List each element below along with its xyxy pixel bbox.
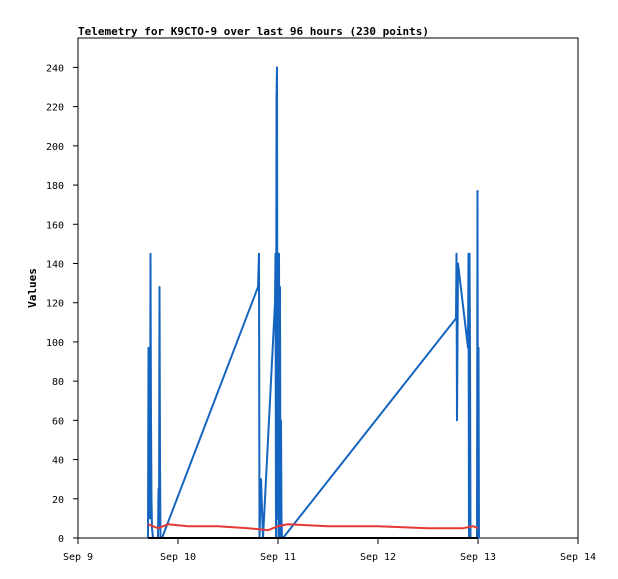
x-tick-label: Sep 14 [560,552,596,563]
series-layer [147,66,480,539]
y-tick-label: 180 [46,181,64,192]
y-tick-label: 200 [46,142,64,153]
y-tick-label: 140 [46,259,64,270]
x-tick-label: Sep 9 [63,552,93,563]
y-tick-label: 100 [46,338,64,349]
y-tick-label: 0 [58,534,64,545]
x-axis: Sep 9 Sep 10 Sep 11 Sep 12 Sep 13 Sep 14 [63,538,596,563]
y-tick-label: 40 [52,456,64,467]
x-tick-label: Sep 10 [160,552,196,563]
y-tick-label: 240 [46,63,64,74]
y-tick-label: 20 [52,495,64,506]
chart-title: Telemetry for K9CTO-9 over last 96 hours… [78,25,429,38]
x-tick-label: Sep 11 [260,552,296,563]
y-tick-label: 80 [52,377,64,388]
x-tick-label: Sep 12 [360,552,396,563]
series-line-2 [147,523,479,532]
y-tick-label: 220 [46,103,64,114]
y-tick-label: 60 [52,416,64,427]
y-axis: 0 20 40 60 80 100 120 140 160 180 200 220 240 [46,63,78,545]
x-tick-label: Sep 13 [460,552,496,563]
y-tick-label: 120 [46,299,64,310]
y-axis-label: Values [26,268,39,308]
y-tick-label: 160 [46,220,64,231]
plot-area [77,37,579,539]
